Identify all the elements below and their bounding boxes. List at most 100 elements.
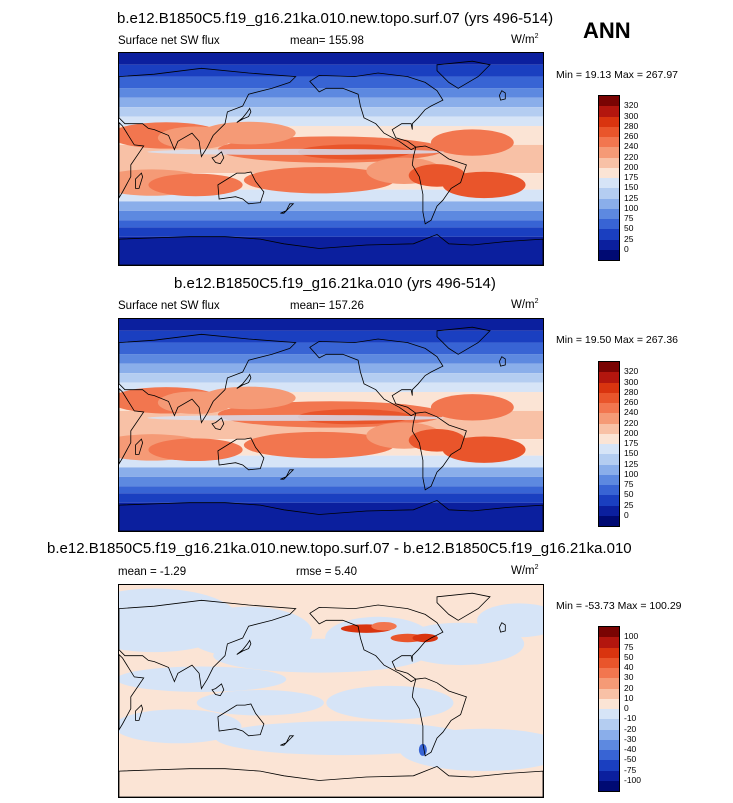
coastline-borneo bbox=[211, 417, 225, 431]
colorbar-label: -20 bbox=[624, 723, 637, 734]
colorbar-swatch bbox=[599, 485, 619, 496]
coastline-madagascar bbox=[135, 438, 144, 455]
field-blob bbox=[201, 121, 296, 145]
panel-1-colorbar bbox=[598, 95, 620, 261]
coastline-nz bbox=[280, 735, 295, 746]
diff-hotspot bbox=[371, 621, 397, 631]
field-blob bbox=[201, 386, 296, 410]
panel-1-map-svg bbox=[119, 53, 543, 265]
colorbar-label: -75 bbox=[624, 764, 637, 775]
colorbar-swatch bbox=[599, 464, 619, 475]
coastline-japan bbox=[236, 373, 252, 389]
colorbar-label: 320 bbox=[624, 366, 639, 377]
field-blob bbox=[243, 431, 395, 459]
colorbar-label: 280 bbox=[624, 120, 639, 131]
colorbar-label: 75 bbox=[624, 213, 634, 223]
colorbar-swatch bbox=[599, 729, 619, 740]
lat-band bbox=[119, 373, 543, 383]
coastline-namerica bbox=[309, 72, 444, 151]
coastline-eurasia bbox=[119, 599, 297, 690]
panel-1-variable-label: Surface net SW flux bbox=[118, 35, 220, 47]
coastline-eurasia bbox=[119, 333, 297, 424]
colorbar-swatch bbox=[599, 760, 619, 771]
colorbar-swatch bbox=[599, 208, 619, 219]
panel-1-minmax: Min = 19.13 Max = 267.97 bbox=[556, 69, 678, 81]
colorbar-swatch bbox=[599, 423, 619, 434]
colorbar-label: 320 bbox=[624, 100, 639, 111]
colorbar-swatch bbox=[599, 372, 619, 383]
colorbar-swatch bbox=[599, 137, 619, 148]
colorbar-label: 280 bbox=[624, 386, 639, 397]
coastline-greenland bbox=[436, 60, 491, 89]
field-blob bbox=[148, 438, 243, 462]
colorbar-label: 240 bbox=[624, 407, 639, 418]
lat-band bbox=[119, 319, 543, 331]
field-blob bbox=[408, 164, 466, 187]
colorbar-swatch bbox=[599, 657, 619, 668]
colorbar-label: 40 bbox=[624, 662, 634, 672]
coastline-samerica bbox=[411, 145, 467, 225]
panel-3-title: b.e12.B1850C5.f19_g16.21ka.010.new.topo.… bbox=[47, 540, 632, 557]
colorbar-label: 175 bbox=[624, 172, 639, 182]
colorbar-swatch bbox=[599, 647, 619, 658]
lat-band bbox=[119, 88, 543, 98]
colorbar-label: 125 bbox=[624, 458, 639, 469]
lat-band bbox=[119, 342, 543, 355]
colorbar-label: 100 bbox=[624, 631, 639, 642]
panel-3-minmax: Min = -53.73 Max = 100.29 bbox=[556, 600, 682, 612]
lat-band bbox=[119, 363, 543, 374]
diff-patch bbox=[119, 709, 242, 744]
colorbar-label: 150 bbox=[624, 448, 639, 459]
diff-patch bbox=[399, 728, 543, 772]
panel-2-mean: mean= 157.26 bbox=[290, 300, 364, 312]
panel-3-colorbar bbox=[598, 626, 620, 792]
colorbar-swatch bbox=[599, 116, 619, 127]
coastline-nz bbox=[280, 469, 295, 480]
season-label: ANN bbox=[583, 18, 631, 43]
colorbar-swatch bbox=[599, 167, 619, 178]
colorbar-label: 240 bbox=[624, 141, 639, 152]
coastline-madagascar bbox=[135, 704, 144, 721]
colorbar-label: 50 bbox=[624, 651, 634, 662]
lat-band bbox=[119, 236, 543, 265]
lat-band bbox=[119, 76, 543, 89]
panel-2-map bbox=[118, 318, 544, 532]
colorbar-swatch bbox=[599, 750, 619, 761]
colorbar-swatch bbox=[599, 709, 619, 720]
colorbar-label: 100 bbox=[624, 202, 639, 213]
colorbar-label: 175 bbox=[624, 438, 639, 448]
coastline-japan bbox=[236, 639, 252, 655]
colorbar-label: 100 bbox=[624, 468, 639, 479]
lat-band bbox=[119, 493, 543, 503]
colorbar-swatch bbox=[599, 678, 619, 689]
colorbar-label: 0 bbox=[624, 703, 629, 713]
colorbar-swatch bbox=[599, 96, 619, 107]
coastline-antarctica bbox=[119, 765, 543, 797]
field-blob bbox=[148, 173, 243, 197]
lat-band bbox=[119, 189, 543, 202]
colorbar-label: 75 bbox=[624, 479, 634, 489]
colorbar-swatch bbox=[599, 770, 619, 781]
colorbar-label: 0 bbox=[624, 243, 629, 254]
panel-3-units: W/m2 bbox=[511, 564, 539, 577]
coastline-namerica bbox=[309, 338, 444, 417]
colorbar-label: 125 bbox=[624, 192, 639, 203]
panel-3-mean: mean = -1.29 bbox=[118, 566, 187, 578]
colorbar-swatch bbox=[599, 157, 619, 168]
panel-1-title: b.e12.B1850C5.f19_g16.21ka.010.new.topo.… bbox=[117, 10, 554, 27]
colorbar-label: 50 bbox=[624, 489, 634, 500]
lat-band bbox=[119, 220, 543, 228]
coastline-africa bbox=[119, 653, 145, 731]
panel-3-map bbox=[118, 584, 544, 798]
colorbar-swatch bbox=[599, 688, 619, 699]
colorbar-label: 260 bbox=[624, 397, 639, 407]
coastline-africa bbox=[119, 121, 145, 199]
lat-band bbox=[119, 502, 543, 531]
colorbar-swatch bbox=[599, 739, 619, 750]
colorbar-label: 10 bbox=[624, 692, 634, 703]
coastline-antarctica bbox=[119, 233, 543, 265]
coastline-uk bbox=[498, 90, 506, 101]
coastline-greenland bbox=[436, 592, 491, 621]
coastline-japan bbox=[236, 107, 252, 123]
coastline-namerica bbox=[309, 604, 444, 683]
